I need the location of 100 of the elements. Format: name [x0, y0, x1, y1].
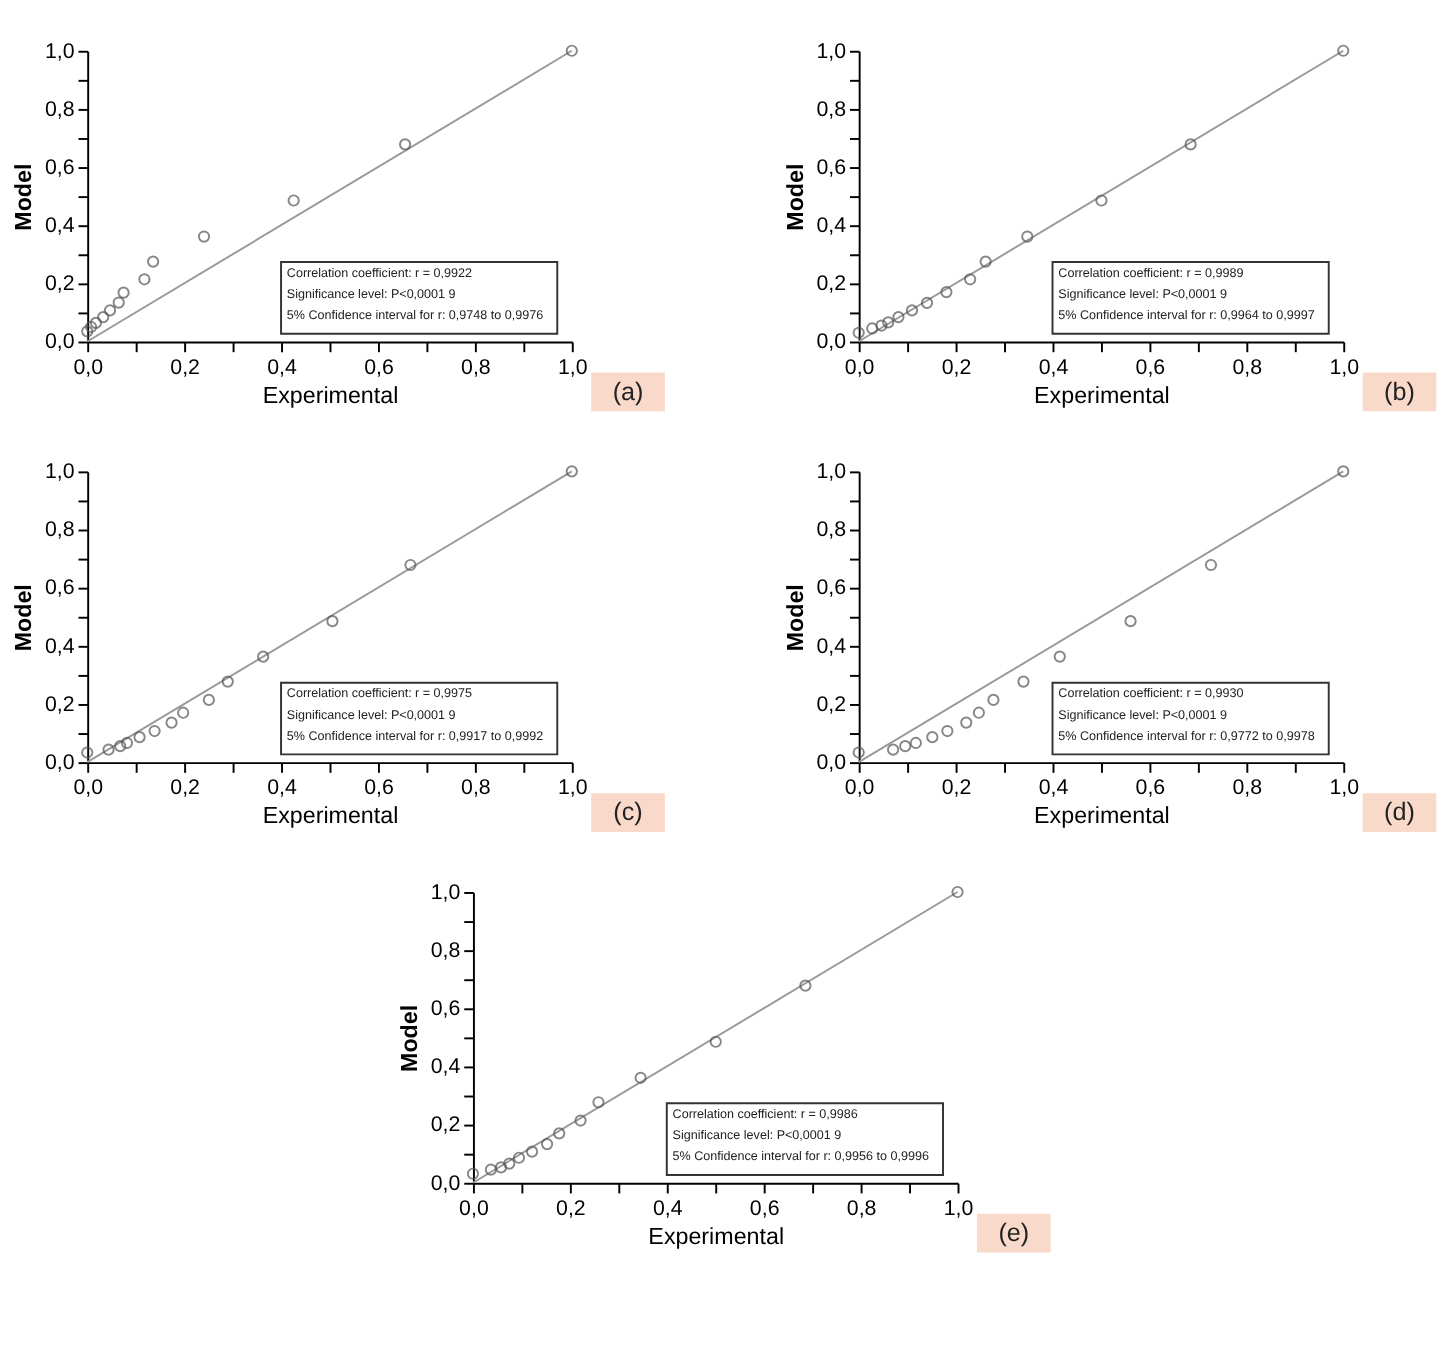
point: [177, 706, 190, 719]
point: [541, 1138, 554, 1151]
x-tick-label: 0,2: [170, 776, 201, 801]
point: [102, 743, 115, 756]
x-tick-label: 0,2: [556, 1196, 586, 1221]
y-tick-label: 0,4: [44, 634, 75, 659]
y-axis-title: Model: [782, 584, 809, 652]
point: [1017, 675, 1030, 688]
x-tick-label: 0,2: [941, 355, 972, 380]
point: [81, 325, 94, 338]
y-tick-label: 0,0: [44, 750, 75, 775]
x-tick-label: 0,6: [1135, 776, 1166, 801]
point: [574, 1114, 587, 1127]
y-tick-label: 0,4: [816, 214, 847, 239]
point: [964, 273, 977, 286]
point: [404, 558, 417, 572]
y-axis-title: Model: [397, 1004, 424, 1072]
point: [221, 675, 234, 688]
x-tick-label: 0,4: [652, 1196, 683, 1221]
x-tick-label: 0,4: [267, 776, 297, 801]
x-tick-label: 0,4: [267, 355, 297, 380]
x-axis-title: Experimental: [262, 382, 399, 409]
y-tick-label: 0,8: [816, 518, 847, 543]
y-tick-label: 0,0: [430, 1171, 461, 1196]
point: [287, 194, 300, 207]
y-tick-label: 0,2: [44, 272, 75, 297]
point: [892, 311, 905, 324]
x-tick-label: 1,0: [557, 776, 588, 801]
x-tick-label: 0,2: [941, 776, 972, 801]
point: [1337, 465, 1350, 478]
y-tick-label: 1,0: [44, 460, 75, 485]
y-tick-label: 0,6: [816, 576, 847, 601]
point: [202, 693, 215, 707]
point: [920, 296, 934, 309]
point: [147, 255, 160, 268]
y-tick-label: 0,8: [816, 97, 847, 122]
point: [709, 1035, 722, 1048]
x-axis-title: Experimental: [1034, 382, 1170, 409]
y-tick-label: 0,0: [816, 330, 847, 355]
point: [940, 286, 953, 299]
point: [512, 1151, 526, 1164]
point: [165, 716, 178, 729]
point: [326, 615, 339, 628]
point: [852, 746, 865, 759]
point: [565, 465, 578, 478]
point: [565, 44, 578, 57]
y-tick-label: 0,8: [430, 938, 461, 963]
y-tick-label: 0,6: [44, 576, 75, 601]
y-axis-title: Model: [11, 584, 38, 652]
x-tick-label: 1,0: [557, 355, 588, 380]
x-tick-label: 0,6: [364, 776, 394, 801]
text: (c): [613, 798, 643, 827]
y-tick-label: 0,2: [430, 1113, 461, 1138]
point: [899, 740, 912, 753]
point: [494, 1161, 508, 1174]
y-tick-label: 0,8: [44, 97, 75, 122]
point: [81, 746, 94, 759]
x-tick-label: 1,0: [1329, 776, 1360, 801]
y-tick-label: 0,2: [816, 692, 847, 717]
point: [466, 1167, 480, 1180]
x-tick-label: 0,2: [170, 355, 201, 380]
y-tick-label: 0,4: [816, 634, 847, 659]
y-tick-label: 0,0: [816, 750, 847, 775]
text: (d): [1384, 798, 1415, 827]
point: [114, 740, 127, 753]
x-tick-label: 0,0: [73, 355, 104, 380]
point: [941, 724, 954, 738]
y-tick-label: 0,0: [44, 330, 75, 355]
x-tick-label: 0,8: [1232, 355, 1263, 380]
point: [1095, 194, 1108, 207]
x-tick-label: 0,4: [1038, 776, 1069, 801]
point: [117, 286, 130, 299]
point: [503, 1157, 516, 1170]
y-axis-title: Model: [782, 163, 809, 231]
point: [1184, 138, 1197, 151]
y-tick-label: 0,6: [430, 997, 461, 1022]
point: [484, 1163, 497, 1176]
point: [979, 255, 992, 268]
point: [592, 1096, 605, 1109]
point: [1053, 650, 1066, 663]
point: [882, 316, 895, 329]
text: (b): [1384, 377, 1415, 406]
x-tick-label: 0,0: [459, 1196, 489, 1221]
x-tick-label: 0,8: [461, 776, 491, 801]
point: [866, 322, 879, 335]
point: [257, 650, 270, 663]
point: [89, 316, 103, 330]
point: [909, 736, 922, 750]
point: [886, 743, 900, 756]
point: [85, 320, 98, 334]
x-tick-label: 1,0: [943, 1196, 974, 1221]
point: [1021, 230, 1034, 243]
x-tick-label: 0,6: [1135, 355, 1166, 380]
y-tick-label: 1,0: [430, 880, 461, 905]
point: [138, 273, 151, 286]
x-tick-label: 0,0: [73, 776, 104, 801]
x-tick-label: 0,8: [461, 355, 491, 380]
point: [112, 296, 125, 309]
x-tick-label: 0,6: [749, 1196, 780, 1221]
y-tick-label: 0,6: [44, 155, 75, 180]
